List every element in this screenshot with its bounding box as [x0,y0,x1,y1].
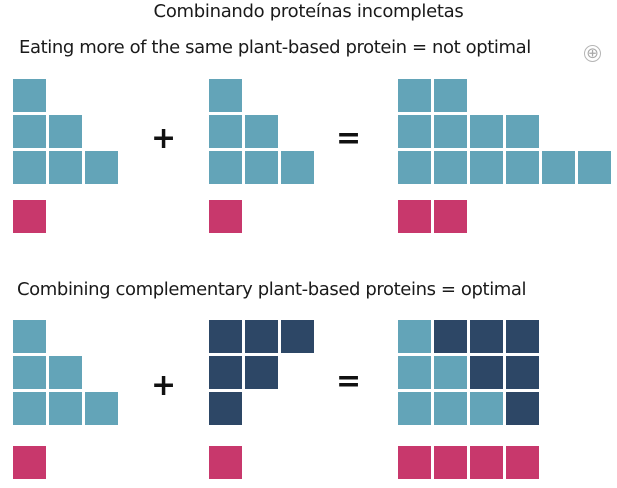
protein-b-block [506,392,539,425]
plus-circle-icon: ⊕ [586,44,599,62]
protein-a-block [13,356,46,389]
plus-operator: + [151,121,177,156]
diagram-title: Combinando proteínas incompletas [153,1,464,22]
protein-a-block [398,392,431,425]
section-heading-not-optimal: Eating more of the same plant-based prot… [19,37,531,58]
protein-a-block [470,151,503,184]
protein-a-block [578,151,611,184]
protein-b-block [209,320,242,353]
protein-a-block [506,115,539,148]
protein-a-block [245,151,278,184]
protein-a-block [506,151,539,184]
limiting-amino-acid-block [434,446,467,479]
protein-b-block [209,392,242,425]
protein-b-block [506,320,539,353]
protein-a-block [209,115,242,148]
protein-a-block [209,151,242,184]
protein-a-block [434,115,467,148]
protein-a-block [434,79,467,112]
protein-a-block [245,115,278,148]
protein-a-block [49,151,82,184]
protein-b-block [434,320,467,353]
protein-a-block [85,151,118,184]
protein-b-block [470,320,503,353]
protein-a-block [398,79,431,112]
protein-a-block [13,320,46,353]
equals-operator: = [336,121,362,156]
protein-b-block [245,320,278,353]
limiting-amino-acid-block [434,200,467,233]
protein-a-block [398,320,431,353]
protein-b-block [281,320,314,353]
protein-a-block [85,392,118,425]
plus-operator: + [151,368,177,403]
limiting-amino-acid-block [398,200,431,233]
protein-a-block [470,392,503,425]
protein-b-block [209,356,242,389]
protein-a-block [13,151,46,184]
limiting-amino-acid-block [209,200,242,233]
limiting-amino-acid-block [398,446,431,479]
protein-a-block [13,115,46,148]
protein-b-block [245,356,278,389]
limiting-amino-acid-block [506,446,539,479]
equals-operator: = [336,364,362,399]
protein-a-block [434,392,467,425]
protein-a-block [49,115,82,148]
zoom-in-button[interactable]: ⊕ [584,45,601,62]
protein-a-block [209,79,242,112]
section-heading-optimal: Combining complementary plant-based prot… [17,279,527,300]
protein-b-block [470,356,503,389]
limiting-amino-acid-block [209,446,242,479]
protein-a-block [13,79,46,112]
protein-a-block [470,115,503,148]
protein-a-block [49,356,82,389]
limiting-amino-acid-block [13,446,46,479]
protein-a-block [398,115,431,148]
protein-a-block [49,392,82,425]
limiting-amino-acid-block [470,446,503,479]
protein-a-block [434,151,467,184]
protein-b-block [506,356,539,389]
protein-a-block [398,151,431,184]
limiting-amino-acid-block [13,200,46,233]
protein-a-block [13,392,46,425]
protein-a-block [398,356,431,389]
protein-a-block [542,151,575,184]
protein-a-block [434,356,467,389]
protein-a-block [281,151,314,184]
